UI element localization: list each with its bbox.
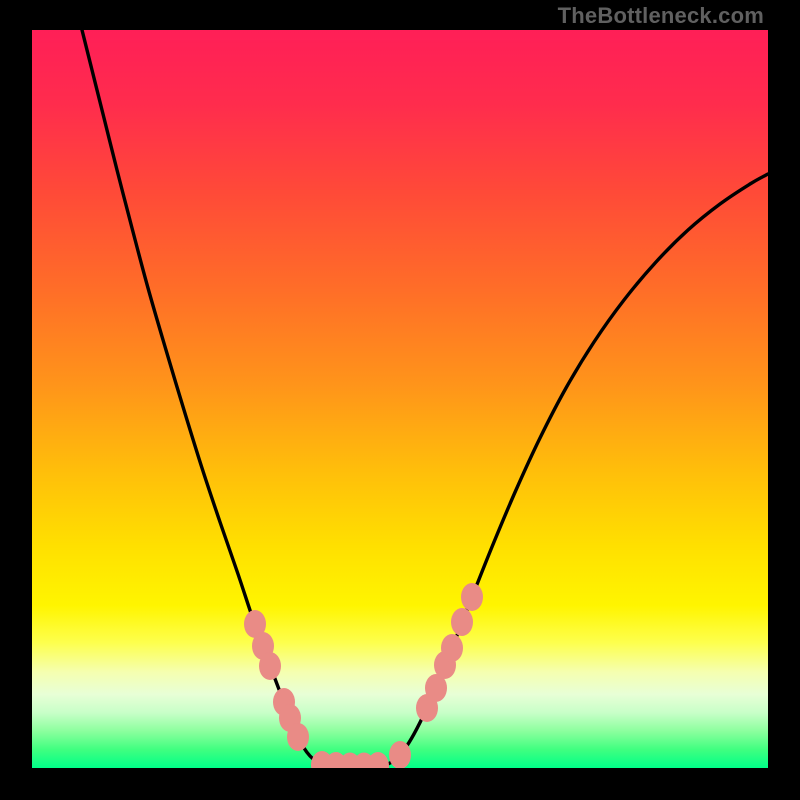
data-marker [259,652,281,680]
data-marker [389,741,411,768]
gradient-background [32,30,768,768]
plot-area [32,30,768,768]
data-marker [287,723,309,751]
data-marker [451,608,473,636]
chart-svg [32,30,768,768]
frame-bottom [0,768,800,800]
data-marker [461,583,483,611]
frame-right [768,0,800,800]
frame-left [0,0,32,800]
data-marker [441,634,463,662]
watermark-text: TheBottleneck.com [558,3,764,29]
